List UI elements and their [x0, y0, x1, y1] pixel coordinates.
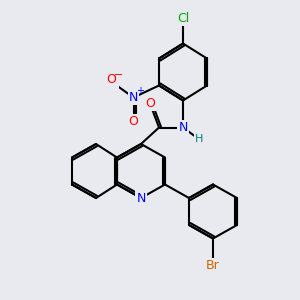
Text: O: O [106, 73, 116, 86]
Text: N: N [129, 91, 138, 104]
Text: Br: Br [206, 259, 220, 272]
Text: Cl: Cl [177, 11, 189, 25]
Text: O: O [129, 115, 138, 128]
Text: −: − [114, 70, 123, 80]
Text: N: N [178, 121, 188, 134]
Text: H: H [195, 134, 204, 145]
Text: +: + [136, 86, 144, 97]
Text: O: O [108, 76, 117, 89]
Text: N: N [136, 191, 146, 205]
Text: O: O [145, 97, 155, 110]
